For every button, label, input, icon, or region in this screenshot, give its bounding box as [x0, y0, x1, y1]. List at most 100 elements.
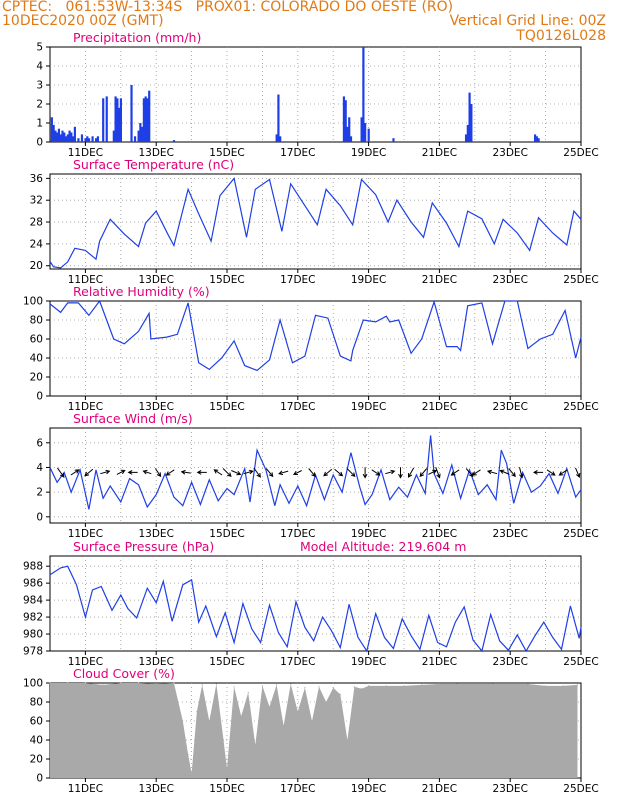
x-tick-label: 17DEC: [280, 401, 315, 413]
precip-bar: [84, 138, 87, 142]
x-tick-label: 11DEC: [68, 528, 103, 540]
wind-direction-arrow: [243, 469, 254, 475]
cloud-cover-point: [318, 686, 320, 688]
rh-panel: [46, 299, 582, 400]
wind-direction-arrow: [546, 469, 556, 476]
precip-bar: [535, 136, 538, 142]
cloud-cover-point: [360, 688, 363, 690]
precip-bar: [86, 136, 89, 142]
y-tick-label: 986: [23, 578, 43, 590]
y-tick-label: 80: [30, 697, 43, 709]
precip-bar: [52, 124, 55, 142]
x-tick-label: 17DEC: [280, 783, 315, 795]
cloud-cover-point: [67, 682, 69, 684]
cloud-cover-point: [474, 683, 476, 685]
wind-direction-arrow: [486, 469, 498, 475]
x-tick-label: 23DEC: [492, 528, 527, 540]
x-tick-label: 25DEC: [563, 656, 598, 668]
precip-bar: [464, 134, 468, 142]
precip-bar: [144, 96, 147, 142]
y-tick-label: 1: [36, 118, 43, 130]
x-tick-label: 19DEC: [351, 656, 386, 668]
x-tick-label: 17DEC: [280, 147, 315, 159]
cloud-cover-point: [339, 693, 341, 696]
precip-bar: [59, 134, 62, 142]
cloud-cover-point: [215, 683, 217, 685]
x-tick-label: 21DEC: [422, 528, 457, 540]
precip-bar: [116, 98, 119, 142]
x-tick-label: 21DEC: [422, 783, 457, 795]
y-tick-label: 0: [36, 511, 43, 523]
x-tick-label: 11DEC: [68, 656, 103, 668]
x-tick-label: 15DEC: [209, 147, 244, 159]
wind-direction-arrow: [519, 467, 524, 479]
precip-bar: [141, 126, 144, 142]
y-tick-label: 5: [36, 42, 43, 54]
cloud-cover-point: [283, 725, 285, 727]
y-tick-label: 4: [36, 61, 43, 73]
cloud-cover-point: [222, 739, 225, 741]
wind-direction-arrow: [278, 470, 289, 476]
pres-panel: [46, 555, 582, 655]
wind-direction-arrow: [407, 467, 415, 478]
precip-bar: [142, 98, 146, 142]
precip-bar: [50, 117, 53, 142]
wind-direction-arrow: [116, 469, 126, 475]
x-tick-label: 13DEC: [138, 401, 173, 413]
cloud-cover-area: [50, 683, 578, 778]
precip-bar: [112, 130, 115, 142]
x-tick-label: 15DEC: [209, 274, 244, 286]
x-tick-label: 11DEC: [68, 783, 103, 795]
y-tick-label: 0: [36, 773, 43, 785]
wind-direction-arrow: [499, 469, 510, 475]
cloud-cover-point: [201, 684, 203, 686]
y-tick-label: 32: [30, 195, 43, 207]
x-tick-label: 23DEC: [492, 274, 527, 286]
precip-bar: [95, 138, 98, 142]
cloud-cover-point: [311, 720, 313, 722]
precip-bar: [348, 117, 351, 142]
cloud-cover-point: [49, 682, 51, 684]
wind-direction-arrow: [127, 470, 138, 475]
y-tick-label: 80: [30, 315, 43, 327]
wind-direction-arrow: [265, 468, 274, 478]
precip-bar: [61, 130, 64, 142]
y-tick-label: 20: [30, 260, 43, 272]
y-tick-label: 100: [23, 678, 43, 690]
y-tick-label: 980: [23, 629, 43, 641]
wind-direction-arrow: [231, 470, 242, 476]
precip-bar: [68, 130, 71, 142]
cloud-cover-point: [527, 683, 529, 685]
y-tick-label: 40: [30, 353, 43, 365]
grid-line-label: Vertical Grid Line: 00Z: [449, 13, 606, 29]
y-tick-label: 28: [30, 217, 43, 229]
wind-direction-arrow: [371, 469, 381, 476]
y-tick-label: 20: [30, 754, 43, 766]
precip-bar: [72, 136, 75, 142]
y-tick-label: 60: [30, 334, 43, 346]
cloud-panel: [46, 682, 582, 782]
x-tick-label: 13DEC: [138, 656, 173, 668]
precip-bar: [133, 136, 137, 142]
cloud-cover-point: [562, 685, 564, 687]
x-tick-label: 19DEC: [351, 783, 386, 795]
x-tick-label: 23DEC: [492, 147, 527, 159]
x-tick-label: 11DEC: [68, 274, 103, 286]
precip-bar: [57, 128, 61, 142]
wind-direction-arrow: [398, 467, 403, 479]
cloud-cover-point: [226, 767, 228, 770]
y-tick-label: 0: [36, 137, 43, 149]
y-tick-label: 6: [36, 437, 43, 449]
y-tick-label: 36: [30, 173, 44, 185]
precip-bar: [56, 132, 59, 142]
wind-direction-arrow: [70, 469, 80, 476]
precip-bar: [362, 47, 365, 142]
precip-bar: [172, 140, 176, 142]
precip-bar: [96, 136, 99, 142]
wind-direction-arrow: [334, 468, 344, 477]
x-tick-label: 15DEC: [209, 783, 244, 795]
cloud-cover-point: [196, 710, 198, 713]
y-tick-label: 24: [30, 238, 44, 250]
y-tick-label: 984: [23, 595, 43, 607]
wind-direction-arrow: [100, 469, 111, 475]
